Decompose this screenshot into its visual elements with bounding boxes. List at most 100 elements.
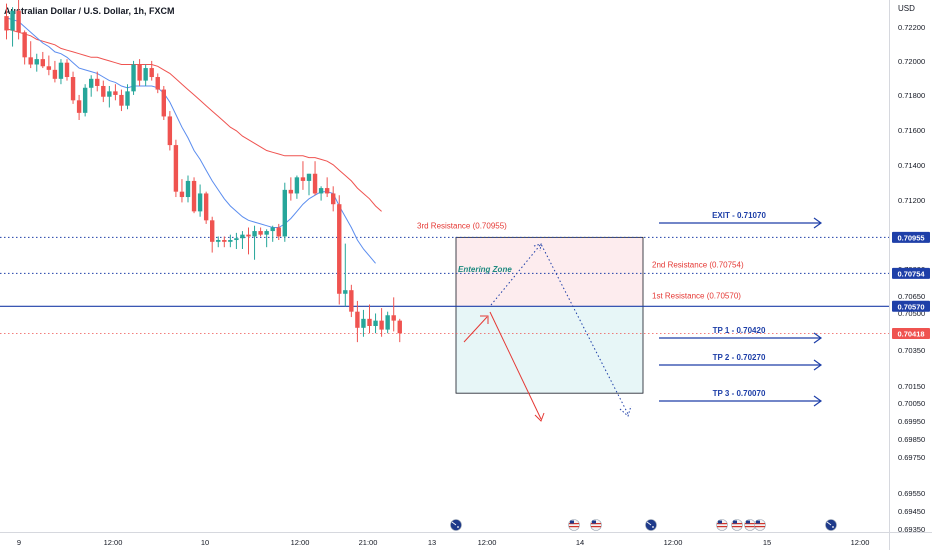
us-flag-icon[interactable]	[754, 519, 766, 531]
candle-body	[210, 220, 215, 242]
price-tag-text: 0.70955	[897, 233, 924, 242]
au-flag-icon[interactable]	[825, 519, 837, 531]
candle	[385, 311, 390, 334]
price-tag-text: 0.70754	[897, 269, 925, 278]
price-axis[interactable]: 0.72200 0.72000 0.71800 0.71600 0.71400 0.712…	[898, 23, 925, 534]
candle	[343, 243, 348, 307]
resistance-3-label: 3rd Resistance (0.70955)	[417, 221, 507, 230]
candle	[270, 225, 275, 242]
us-flag-icon[interactable]	[590, 519, 602, 531]
candle-body	[258, 231, 263, 235]
candle-body	[34, 59, 39, 65]
price-tag-current	[892, 328, 930, 340]
candle-body	[197, 193, 203, 212]
candle-body	[355, 311, 360, 328]
au-flag-icon[interactable]	[450, 519, 462, 531]
candle-body	[101, 85, 106, 97]
candle	[149, 60, 154, 81]
candle	[161, 85, 166, 121]
tp3-arrow-head	[813, 395, 823, 407]
candle-body	[64, 62, 70, 78]
entry-arrow-up-head	[480, 315, 489, 324]
candle-body	[173, 145, 179, 192]
flag-stripe	[569, 526, 579, 528]
candle-body	[185, 180, 191, 198]
candle	[143, 64, 148, 86]
candle	[101, 80, 106, 103]
candle	[10, 7, 15, 47]
ma-slow-line	[6, 28, 382, 212]
candle	[367, 304, 372, 334]
time-tick-label: 12:00	[664, 538, 683, 547]
candle	[288, 177, 294, 201]
price-tick-label: 0.70650	[898, 292, 925, 301]
time-axis[interactable]: 9 12:00 10 12:00 21:00 13 12:00 14 12:00 15 12:00	[17, 538, 869, 547]
candle-body	[113, 91, 118, 95]
us-flag-icon[interactable]	[568, 519, 580, 531]
candle	[379, 308, 384, 337]
candle	[191, 177, 197, 214]
candle	[373, 313, 378, 334]
candle	[107, 85, 112, 108]
candle	[185, 175, 191, 203]
flag-stripe	[591, 523, 601, 525]
target-arrows: EXIT - 0.71070 TP 1 - 0.70420 TP 2 - 0.702…	[659, 211, 823, 407]
flag-stripe	[717, 523, 727, 525]
exit-arrow-head	[813, 217, 823, 229]
event-icons[interactable]	[450, 519, 837, 531]
candle	[16, 0, 21, 40]
candle	[397, 318, 402, 343]
candle	[228, 234, 233, 248]
candle-body	[203, 193, 209, 221]
candle-body	[216, 240, 221, 242]
candle	[294, 175, 300, 199]
candle	[210, 216, 215, 253]
price-tick-label: 0.69550	[898, 489, 925, 498]
candle-body	[228, 240, 233, 242]
candle-body	[28, 57, 33, 65]
candle-body	[246, 234, 251, 237]
candle-body	[191, 180, 197, 212]
tp2-arrow-head	[813, 359, 823, 371]
candle	[306, 173, 312, 196]
candle	[312, 161, 318, 196]
candle	[203, 191, 209, 224]
candle-body	[300, 177, 306, 181]
candle-body	[367, 318, 372, 327]
flag-star	[652, 526, 654, 528]
us-flag-icon[interactable]	[731, 519, 743, 531]
zone-lower-fill	[456, 306, 643, 394]
time-tick-label: 12:00	[478, 538, 497, 547]
time-tick-label: 15	[763, 538, 771, 547]
candle-body	[222, 240, 227, 242]
us-flag-icon[interactable]	[744, 519, 756, 531]
resistance-2-label: 2nd Resistance (0.70754)	[652, 260, 744, 269]
au-flag-icon[interactable]	[645, 519, 657, 531]
candle	[167, 111, 173, 151]
candle	[258, 227, 263, 237]
tp1-arrow-head	[813, 332, 823, 344]
flag-star	[832, 526, 834, 528]
time-tick-label: 12:00	[104, 538, 123, 547]
candle-body	[288, 189, 294, 194]
candle	[58, 59, 64, 85]
candle-body	[373, 320, 378, 327]
candle-body	[16, 10, 21, 33]
time-tick-label: 9	[17, 538, 21, 547]
flag-stripe	[745, 523, 755, 525]
tp3-label: TP 3 - 0.70070	[713, 389, 766, 398]
candle-body	[82, 87, 88, 113]
candle-body	[318, 188, 324, 194]
candle-body	[264, 231, 269, 235]
candle-body	[89, 78, 94, 88]
candle	[179, 179, 185, 203]
candle	[89, 75, 94, 97]
candle	[82, 84, 88, 117]
us-flag-icon[interactable]	[716, 519, 728, 531]
candle	[318, 186, 324, 201]
chart-title: Australian Dollar / U.S. Dollar, 1h, FXC…	[4, 6, 175, 16]
flag-canton	[733, 520, 737, 524]
candle-body	[324, 188, 330, 194]
price-tag-resistance-3	[892, 231, 930, 243]
